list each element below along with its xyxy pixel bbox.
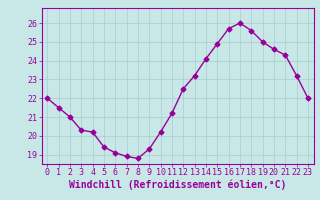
X-axis label: Windchill (Refroidissement éolien,°C): Windchill (Refroidissement éolien,°C) [69, 180, 286, 190]
